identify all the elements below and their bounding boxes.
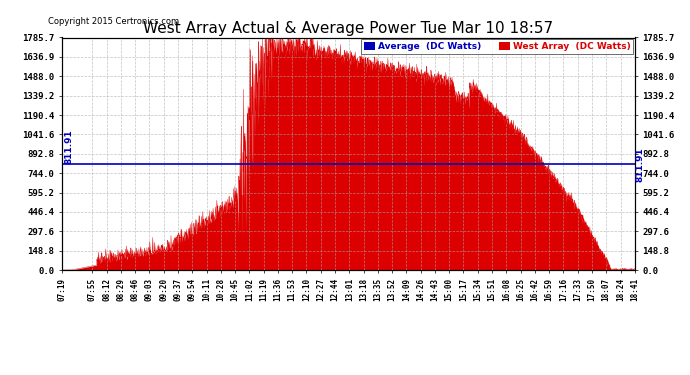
Title: West Array Actual & Average Power Tue Mar 10 18:57: West Array Actual & Average Power Tue Ma… — [144, 21, 553, 36]
Legend: Average  (DC Watts), West Array  (DC Watts): Average (DC Watts), West Array (DC Watts… — [362, 39, 633, 54]
Text: 811.91: 811.91 — [65, 129, 74, 164]
Text: Copyright 2015 Certronics.com: Copyright 2015 Certronics.com — [48, 17, 179, 26]
Text: 811.91: 811.91 — [636, 147, 645, 182]
